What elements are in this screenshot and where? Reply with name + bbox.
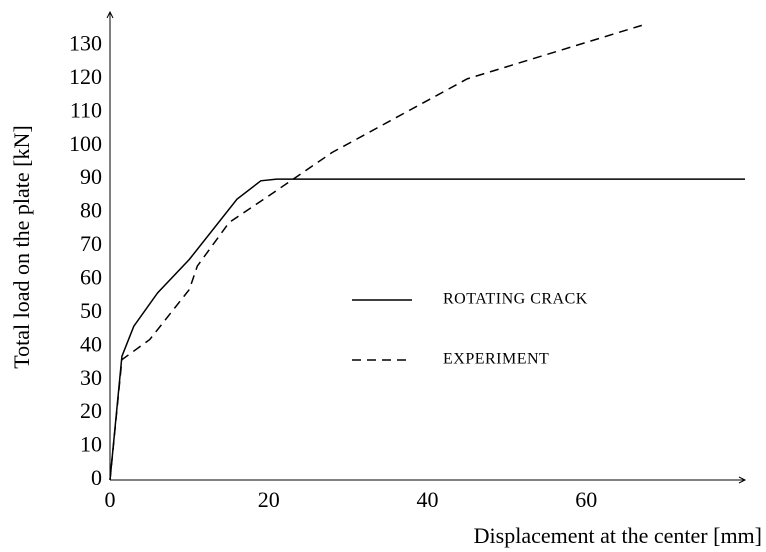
y-axis-label: Total load on the plate [kN]: [9, 125, 34, 368]
y-axis-arrow: [106, 10, 114, 19]
y-tick-label: 90: [80, 164, 102, 189]
data-line: [109, 178, 745, 481]
y-tick-label: 100: [69, 131, 102, 156]
x-axis-arrow: [738, 476, 747, 484]
y-tick-label: 0: [91, 465, 102, 490]
x-tick-label: 0: [105, 487, 116, 512]
y-tick-label: 30: [80, 365, 102, 390]
legend-label: EXPERIMENT: [443, 351, 549, 368]
y-tick-label: 110: [70, 97, 102, 122]
legend-label: ROTATING CRACK: [443, 291, 588, 308]
y-tick-label: 70: [80, 231, 102, 256]
x-tick-label: 40: [417, 487, 439, 512]
y-tick-label: 60: [80, 264, 102, 289]
data-line: [109, 24, 643, 481]
y-tick-label: 130: [69, 30, 102, 55]
y-tick-label: 40: [80, 331, 102, 356]
y-tick-label: 20: [80, 398, 102, 423]
y-tick-label: 10: [80, 432, 102, 457]
y-tick-label: 120: [69, 64, 102, 89]
y-tick-label: 50: [80, 298, 102, 323]
y-tick-label: 80: [80, 198, 102, 223]
x-tick-label: 60: [575, 487, 597, 512]
x-tick-label: 20: [258, 487, 280, 512]
x-axis-label: Displacement at the center [mm]: [474, 523, 762, 548]
